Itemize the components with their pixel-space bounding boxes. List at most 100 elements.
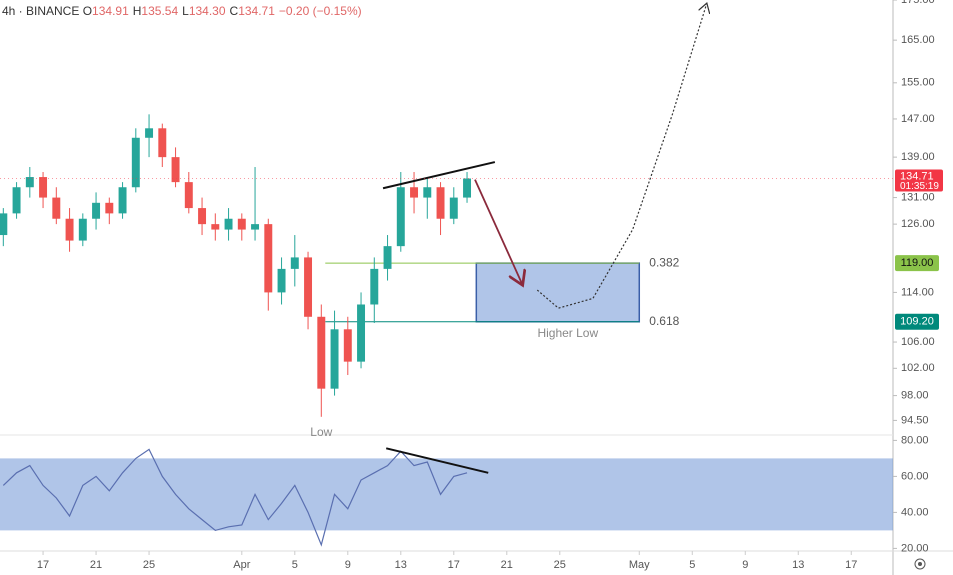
y-tick-label: 139.00 bbox=[901, 151, 935, 163]
y-tick-label: 131.00 bbox=[901, 191, 935, 203]
candle-body bbox=[171, 157, 180, 183]
y-tick-label: 165.00 bbox=[901, 34, 935, 46]
low-label: Low bbox=[310, 425, 332, 439]
symbol: 4h · BINANCE bbox=[2, 4, 80, 18]
y-tick-label: 147.00 bbox=[901, 113, 935, 125]
fib-ratio: 0.618 bbox=[649, 314, 679, 328]
ohlc-key: L bbox=[182, 4, 189, 18]
candle-body bbox=[131, 137, 140, 188]
x-tick-label: 17 bbox=[448, 559, 460, 571]
price-label: 119.00 bbox=[901, 257, 934, 269]
candle-body bbox=[224, 218, 233, 230]
settings-icon[interactable] bbox=[914, 558, 926, 570]
candle-body bbox=[52, 197, 61, 219]
x-tick-label: Apr bbox=[233, 559, 250, 571]
x-tick-label: 25 bbox=[554, 559, 566, 571]
trendline bbox=[382, 161, 496, 190]
candle-body bbox=[290, 257, 299, 269]
candle-body bbox=[383, 246, 392, 269]
candle-body bbox=[343, 329, 352, 362]
fib-ratio: 0.382 bbox=[649, 255, 679, 269]
y-tick-label: 80.00 bbox=[901, 434, 929, 446]
rsi-trendline bbox=[385, 447, 489, 474]
candle-body bbox=[251, 224, 260, 230]
price-label-box bbox=[895, 313, 939, 330]
projection bbox=[536, 3, 707, 309]
x-tick-label: 25 bbox=[143, 559, 155, 571]
candle-body bbox=[463, 178, 472, 198]
candle-body bbox=[264, 224, 273, 293]
ohlc-key: H bbox=[132, 4, 142, 18]
candle-body bbox=[198, 208, 207, 225]
price-label-box bbox=[895, 255, 939, 272]
ohlc-key: C bbox=[229, 4, 239, 18]
ohlc-value: 134.71 bbox=[238, 4, 275, 18]
x-tick-label: 13 bbox=[395, 559, 407, 571]
header: 4h · BINANCE O134.91 H135.54 L134.30 C134.7… bbox=[2, 4, 366, 18]
y-tick-label: 94.50 bbox=[901, 414, 929, 426]
ohlc-value: 135.54 bbox=[141, 4, 179, 18]
y-tick-label: 20.00 bbox=[901, 542, 929, 554]
candle-body bbox=[39, 177, 48, 198]
x-tick-label: 13 bbox=[792, 559, 804, 571]
candle-body bbox=[118, 187, 127, 214]
candle-body bbox=[237, 218, 246, 230]
candle-body bbox=[277, 268, 286, 293]
candle-body bbox=[211, 224, 220, 230]
y-tick-label: 106.00 bbox=[901, 336, 935, 348]
last-price-label: 134.71 bbox=[900, 170, 934, 182]
ohlc-key: O bbox=[82, 4, 93, 18]
candle-body bbox=[12, 187, 21, 214]
x-tick-label: 9 bbox=[345, 559, 351, 571]
y-tick-label: 40.00 bbox=[901, 506, 929, 518]
candle-body bbox=[317, 316, 326, 389]
x-tick-label: 5 bbox=[292, 559, 298, 571]
zone bbox=[475, 262, 641, 323]
price-label: 109.20 bbox=[900, 316, 934, 328]
candle-body bbox=[396, 187, 405, 247]
ohlc-value: 134.91 bbox=[92, 4, 129, 18]
y-tick-label: 175.00 bbox=[901, 0, 935, 6]
candle-body bbox=[145, 128, 154, 138]
arrow bbox=[474, 179, 523, 286]
candle-body bbox=[184, 182, 193, 209]
y-tick-label: 98.00 bbox=[901, 389, 929, 401]
candle-body bbox=[330, 329, 339, 389]
y-tick-label: 60.00 bbox=[901, 470, 929, 482]
x-tick-label: 5 bbox=[689, 559, 695, 571]
candle-body bbox=[423, 187, 432, 198]
candle-body bbox=[0, 213, 8, 236]
x-tick-label: 9 bbox=[742, 559, 748, 571]
x-tick-label: 17 bbox=[845, 559, 857, 571]
y-tick-label: 102.00 bbox=[901, 362, 935, 374]
candle-body bbox=[304, 257, 313, 317]
x-tick-label: 21 bbox=[501, 559, 513, 571]
candle-body bbox=[25, 177, 34, 188]
x-tick-label: 17 bbox=[37, 559, 49, 571]
settings-icon-dot bbox=[918, 562, 922, 566]
rsi-line bbox=[2, 448, 468, 547]
change: −0.20 (−0.15%) bbox=[278, 4, 362, 18]
y-tick-label: 126.00 bbox=[901, 218, 935, 230]
candle-body bbox=[370, 268, 379, 305]
candle-body bbox=[78, 218, 87, 241]
zone-label: Higher Low bbox=[537, 326, 598, 340]
ohlc-value: 134.30 bbox=[188, 4, 226, 18]
candle-body bbox=[65, 218, 74, 241]
y-tick-label: 155.00 bbox=[901, 77, 935, 89]
rsi-band bbox=[0, 458, 893, 531]
candle-body bbox=[158, 128, 167, 158]
ohlc: O134.91 H135.54 L134.30 C134.71 bbox=[83, 4, 279, 18]
last-price-box bbox=[895, 169, 943, 192]
y-tick-label: 114.00 bbox=[901, 286, 934, 298]
x-tick-label: 21 bbox=[90, 559, 102, 571]
candle-body bbox=[436, 187, 445, 219]
candle-body bbox=[105, 202, 114, 214]
candle-body bbox=[357, 304, 366, 362]
countdown: 01:35:19 bbox=[900, 181, 939, 192]
candle-body bbox=[92, 202, 101, 219]
candle-body bbox=[410, 187, 419, 198]
